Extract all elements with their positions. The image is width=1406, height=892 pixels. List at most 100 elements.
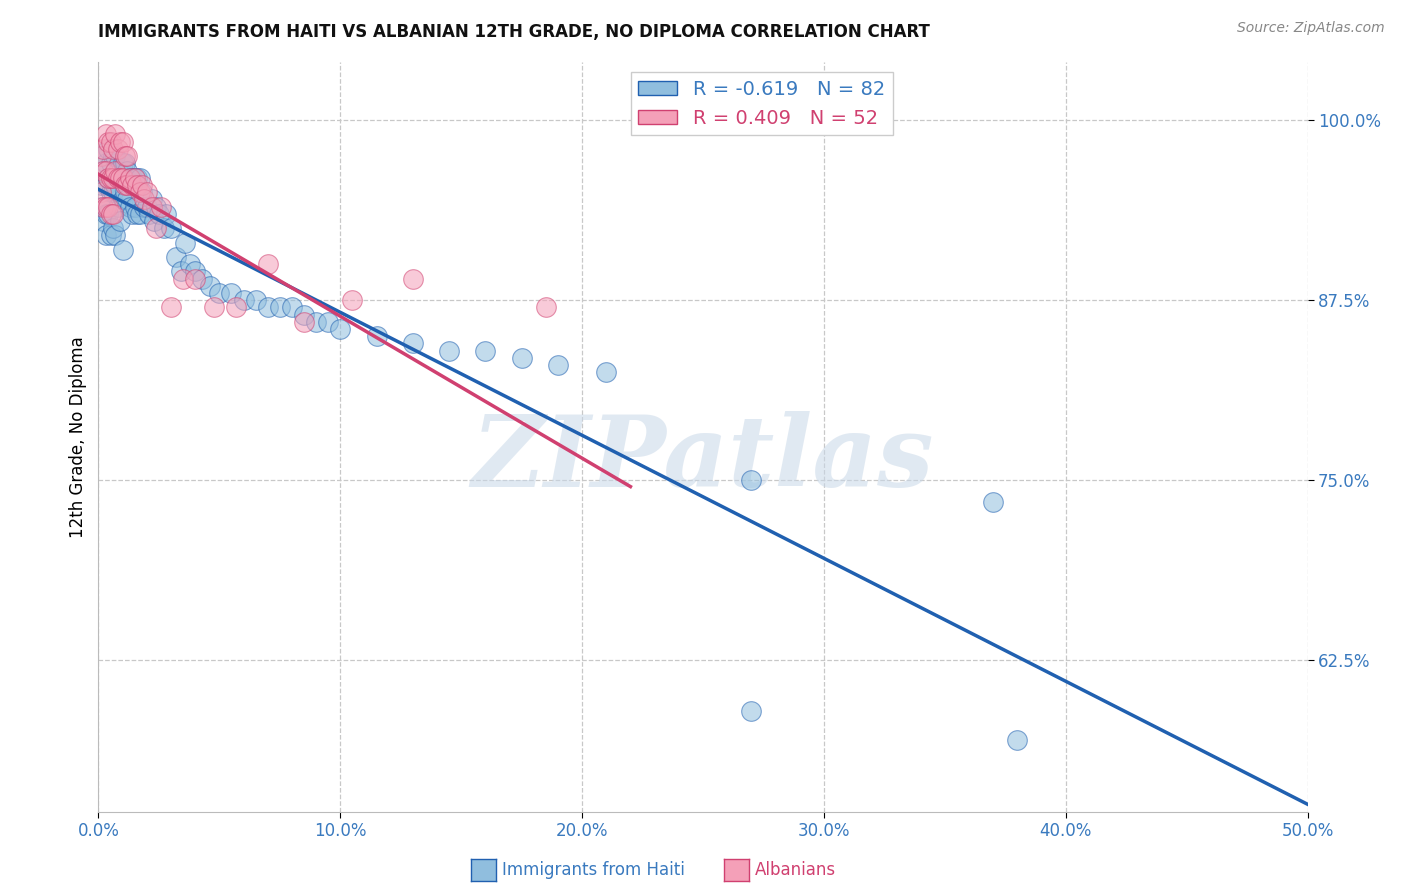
Point [837, 113, 859, 128]
Text: Albanians: Albanians [755, 861, 837, 879]
Text: IMMIGRANTS FROM HAITI VS ALBANIAN 12TH GRADE, NO DIPLOMA CORRELATION CHART: IMMIGRANTS FROM HAITI VS ALBANIAN 12TH G… [98, 23, 931, 41]
Point [108, 214, 131, 228]
Point [281, 301, 304, 315]
Point [94, 228, 117, 243]
Text: Source: ZipAtlas.com: Source: ZipAtlas.com [1237, 21, 1385, 35]
Point [97, 170, 120, 185]
Point [100, 207, 122, 221]
Point [134, 192, 156, 206]
Point [510, 351, 533, 365]
Point [111, 243, 134, 257]
Point [232, 293, 254, 308]
Point [145, 200, 167, 214]
Point [141, 200, 163, 214]
Point [316, 315, 339, 329]
Point [127, 207, 149, 221]
Point [111, 192, 134, 206]
Point [402, 271, 425, 285]
Point [108, 170, 131, 185]
Point [91, 149, 114, 163]
Point [97, 200, 120, 214]
Point [121, 207, 143, 221]
Point [135, 185, 157, 199]
Point [108, 170, 131, 185]
Point [128, 207, 150, 221]
Point [191, 271, 214, 285]
Point [128, 170, 150, 185]
Point [121, 178, 143, 192]
Point [91, 163, 114, 178]
Point [127, 178, 149, 192]
Point [101, 221, 124, 235]
Point [124, 170, 146, 185]
Point [204, 301, 226, 315]
Point [141, 192, 163, 206]
Point [160, 301, 183, 315]
Point [1007, 732, 1029, 747]
Point [117, 163, 139, 178]
Point [94, 156, 117, 170]
Point [104, 163, 127, 178]
Point [100, 228, 122, 243]
Point [94, 200, 117, 214]
Point [90, 149, 112, 163]
Point [124, 170, 146, 185]
Point [225, 301, 247, 315]
Point [104, 128, 127, 142]
Point [124, 200, 146, 214]
Point [104, 178, 127, 192]
Point [94, 163, 117, 178]
Point [221, 285, 243, 300]
Point [131, 185, 153, 199]
Point [114, 178, 136, 192]
Point [107, 170, 129, 185]
Point [101, 185, 124, 199]
Point [111, 156, 134, 170]
Point [150, 200, 173, 214]
Point [595, 365, 617, 379]
Text: Immigrants from Haiti: Immigrants from Haiti [502, 861, 685, 879]
Point [366, 329, 388, 343]
Point [91, 214, 114, 228]
Point [740, 473, 762, 487]
Point [256, 257, 278, 271]
Point [107, 142, 129, 156]
Point [101, 170, 124, 185]
Point [534, 301, 557, 315]
Point [148, 207, 170, 221]
Point [169, 264, 191, 278]
Point [165, 250, 187, 264]
Point [90, 200, 112, 214]
Point [104, 228, 127, 243]
Point [101, 207, 124, 221]
Point [143, 214, 166, 228]
Point [152, 221, 174, 235]
Point [145, 221, 167, 235]
Point [94, 128, 117, 142]
Y-axis label: 12th Grade, No Diploma: 12th Grade, No Diploma [69, 336, 87, 538]
Point [402, 336, 425, 351]
Point [90, 178, 112, 192]
Text: ZIPatlas: ZIPatlas [472, 411, 934, 508]
Point [117, 178, 139, 192]
Point [108, 135, 131, 149]
Point [128, 185, 150, 199]
Point [198, 278, 221, 293]
Point [740, 704, 762, 718]
Point [256, 301, 278, 315]
Point [131, 178, 153, 192]
Point [329, 322, 352, 336]
Point [97, 207, 120, 221]
Point [97, 135, 120, 149]
Point [117, 192, 139, 206]
Point [101, 149, 124, 163]
Point [111, 135, 134, 149]
Legend: R = -0.619   N = 82, R = 0.409   N = 52: R = -0.619 N = 82, R = 0.409 N = 52 [630, 72, 893, 136]
Point [114, 156, 136, 170]
Point [94, 207, 117, 221]
Point [134, 200, 156, 214]
Point [184, 271, 207, 285]
Point [245, 293, 267, 308]
Point [208, 285, 231, 300]
Point [118, 200, 141, 214]
